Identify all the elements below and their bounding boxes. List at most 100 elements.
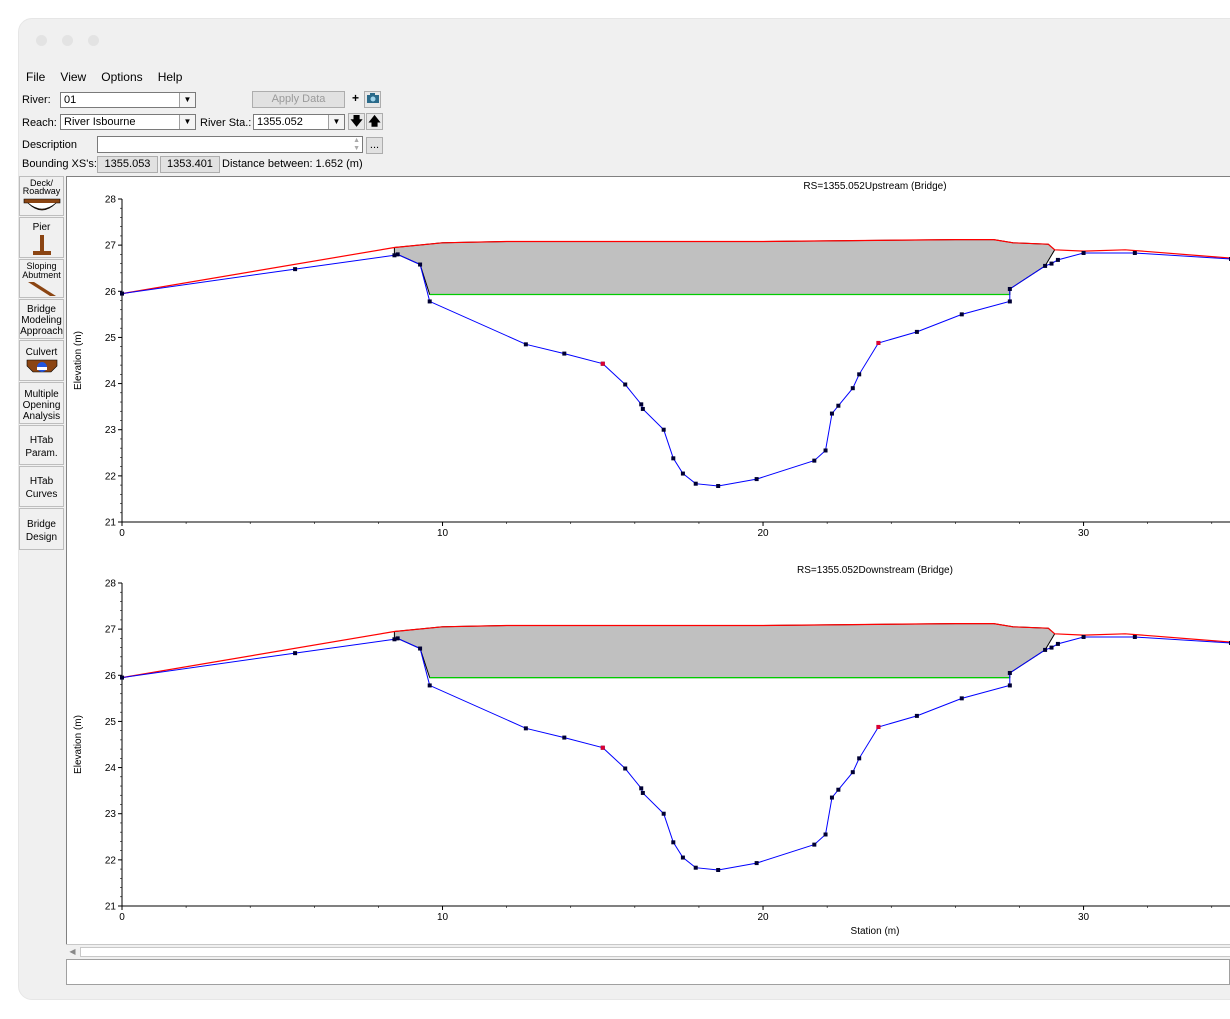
ground-point xyxy=(640,790,645,795)
deck-roadway-label: Deck/ Roadway xyxy=(22,178,61,196)
ground-point xyxy=(1007,670,1012,675)
ground-point xyxy=(1081,634,1086,639)
y-tick-label: 23 xyxy=(105,425,117,436)
ground-point xyxy=(523,342,528,347)
deck-roadway-button[interactable]: Deck/ Roadway xyxy=(19,176,64,216)
ground-point xyxy=(395,252,400,257)
x-tick-label: 20 xyxy=(757,528,769,539)
plus-icon[interactable]: + xyxy=(351,91,359,105)
y-axis-label: Elevation (m) xyxy=(73,331,84,390)
y-tick-label: 26 xyxy=(105,671,117,682)
sloping-abutment-icon xyxy=(27,282,56,296)
horizontal-scrollbar[interactable]: ◀ xyxy=(66,944,1230,958)
ground-point xyxy=(850,386,855,391)
ground-point xyxy=(671,840,676,845)
ground-point xyxy=(1081,250,1086,255)
ground-point xyxy=(857,756,862,761)
ground-point xyxy=(120,675,124,680)
y-tick-label: 28 xyxy=(105,195,117,206)
scroll-left-icon[interactable]: ◀ xyxy=(69,947,76,956)
ground-point xyxy=(427,299,432,304)
y-tick-label: 27 xyxy=(105,241,117,252)
bridge-deck-fill xyxy=(393,239,1056,295)
close-dot-icon[interactable] xyxy=(36,35,47,46)
chart-panel-0: RS=1355.052Upstream (Bridge) 21 22 23 24 25 26… xyxy=(73,181,1230,539)
menu-view[interactable]: View xyxy=(60,70,87,84)
x-tick-label: 30 xyxy=(1078,912,1090,923)
pier-label: Pier xyxy=(32,222,51,233)
sloping-abutment-label: Sloping Abutment xyxy=(22,261,61,280)
menu-help[interactable]: Help xyxy=(157,70,183,84)
menu-options[interactable]: Options xyxy=(101,70,143,84)
menu-bar: File View Options Help xyxy=(26,70,194,86)
ground-point xyxy=(1043,647,1048,652)
bank-station-point xyxy=(876,340,881,345)
distance-between-text: Distance between: 1.652 (m) xyxy=(222,158,363,170)
maximize-dot-icon[interactable] xyxy=(88,35,99,46)
river-select[interactable]: 01 ▼ xyxy=(60,92,196,108)
camera-icon[interactable] xyxy=(364,91,381,108)
ground-point xyxy=(427,683,432,688)
y-tick-label: 24 xyxy=(105,763,117,774)
ground-point xyxy=(418,646,423,651)
culvert-icon xyxy=(26,359,57,373)
ground-point xyxy=(293,651,298,656)
ground-point xyxy=(850,770,855,775)
bridge-cross-section-charts: RS=1355.052Upstream (Bridge) 21 22 23 24 25 26… xyxy=(73,181,1230,937)
minimize-dot-icon[interactable] xyxy=(62,35,73,46)
description-field[interactable]: ▲ ▼ xyxy=(97,136,363,153)
bridge-deck-fill xyxy=(393,623,1056,679)
river-sta-label: River Sta.: xyxy=(200,117,252,129)
chevron-down-icon[interactable]: ▼ xyxy=(179,93,195,107)
ground-point xyxy=(693,481,698,486)
pier-icon xyxy=(32,235,51,255)
ground-point xyxy=(623,766,628,771)
apply-data-button[interactable]: Apply Data xyxy=(252,91,345,108)
y-tick-label: 21 xyxy=(105,902,117,913)
ground-point xyxy=(812,842,817,847)
river-sta-select-value: 1355.052 xyxy=(257,116,303,128)
ground-point xyxy=(120,291,124,296)
culvert-button[interactable]: Culvert xyxy=(19,340,64,381)
ground-point xyxy=(1132,250,1137,255)
ground-point xyxy=(562,735,567,740)
ground-point xyxy=(680,471,685,476)
chart-panel-1: RS=1355.052Downstream (Bridge) 21 22 23 24 25… xyxy=(73,565,1230,937)
camera-glyph xyxy=(366,93,379,103)
bounding-xs-downstream-button[interactable]: 1353.401 xyxy=(160,156,220,173)
bridge-design-button[interactable]: Bridge Design xyxy=(19,508,64,550)
scroll-track[interactable] xyxy=(80,947,1230,957)
y-tick-label: 23 xyxy=(105,809,117,820)
pier-button[interactable]: Pier xyxy=(19,217,64,258)
x-tick-label: 10 xyxy=(437,912,449,923)
htab-curves-button[interactable]: HTab Curves xyxy=(19,466,64,507)
spin-arrows-icon[interactable]: ▲ ▼ xyxy=(353,137,360,152)
ground-point xyxy=(1007,683,1012,688)
ground-point xyxy=(836,787,841,792)
arrow-up-icon[interactable]: 🡅 xyxy=(366,113,383,130)
y-tick-label: 22 xyxy=(105,471,117,482)
status-bar xyxy=(66,959,1230,985)
y-tick-label: 26 xyxy=(105,287,117,298)
y-tick-label: 24 xyxy=(105,379,117,390)
ground-point xyxy=(829,795,834,800)
chevron-down-icon[interactable]: ▼ xyxy=(179,115,195,129)
cross-section-plot-area: RS=1355.052Upstream (Bridge) 21 22 23 24 25 26… xyxy=(66,176,1230,945)
multiple-opening-analysis-button[interactable]: Multiple Opening Analysis xyxy=(19,382,64,424)
ground-point xyxy=(680,855,685,860)
chevron-down-icon[interactable]: ▼ xyxy=(328,115,344,129)
reach-select[interactable]: River Isbourne ▼ xyxy=(60,114,196,130)
ground-point xyxy=(623,382,628,387)
ground-point xyxy=(812,458,817,463)
ground-point xyxy=(823,448,828,453)
bridge-modeling-approach-button[interactable]: Bridge Modeling Approach xyxy=(19,299,64,339)
bounding-xs-upstream-button[interactable]: 1355.053 xyxy=(97,156,158,173)
river-sta-select[interactable]: 1355.052 ▼ xyxy=(253,114,345,130)
y-axis-label: Elevation (m) xyxy=(73,715,84,774)
description-ellipsis-button[interactable]: ... xyxy=(366,137,383,154)
bounding-label: Bounding XS's: xyxy=(22,158,97,170)
arrow-down-icon[interactable]: 🡇 xyxy=(348,113,365,130)
menu-file[interactable]: File xyxy=(26,70,46,84)
sloping-abutment-button[interactable]: Sloping Abutment xyxy=(19,259,64,298)
htab-param-button[interactable]: HTab Param. xyxy=(19,425,64,465)
